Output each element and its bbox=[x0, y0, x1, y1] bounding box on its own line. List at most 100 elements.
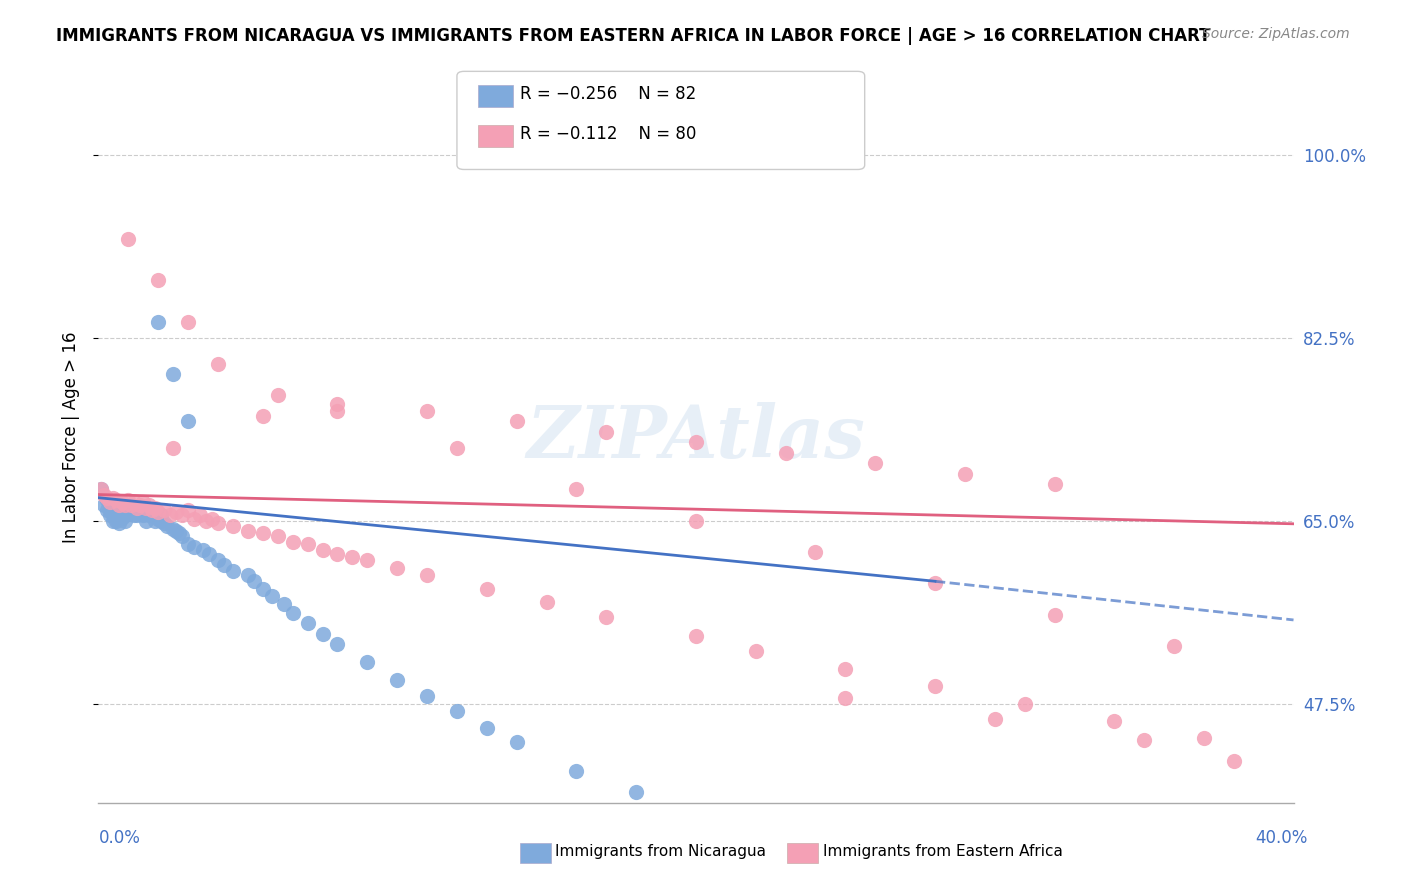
Point bbox=[167, 526, 190, 541]
Point bbox=[685, 629, 707, 643]
Point bbox=[475, 721, 498, 735]
Point bbox=[252, 526, 274, 541]
Point bbox=[148, 511, 170, 525]
Point bbox=[105, 503, 128, 517]
Point bbox=[1223, 754, 1246, 768]
Point bbox=[120, 498, 142, 512]
Point bbox=[834, 691, 856, 706]
Point bbox=[111, 505, 134, 519]
Point bbox=[138, 508, 160, 523]
Point bbox=[148, 315, 170, 329]
Point bbox=[685, 435, 707, 450]
Point bbox=[148, 505, 170, 519]
Point bbox=[183, 540, 205, 554]
Text: ZIPAtlas: ZIPAtlas bbox=[527, 401, 865, 473]
Point bbox=[96, 503, 118, 517]
Point bbox=[132, 495, 155, 509]
Point bbox=[111, 495, 134, 509]
Point bbox=[416, 404, 439, 418]
Point bbox=[177, 536, 200, 550]
Point bbox=[141, 503, 163, 517]
Point bbox=[150, 508, 173, 523]
Point bbox=[124, 495, 146, 509]
Point bbox=[98, 503, 122, 517]
Point bbox=[212, 558, 235, 572]
Point bbox=[267, 529, 290, 543]
Point bbox=[297, 536, 319, 550]
Point bbox=[924, 679, 946, 693]
Point bbox=[153, 516, 176, 530]
Point bbox=[120, 498, 142, 512]
Y-axis label: In Labor Force | Age > 16: In Labor Force | Age > 16 bbox=[62, 331, 80, 543]
Point bbox=[165, 505, 187, 519]
Point bbox=[281, 534, 304, 549]
Point bbox=[311, 543, 333, 558]
Point bbox=[172, 508, 194, 523]
Point bbox=[416, 690, 439, 704]
Point bbox=[924, 576, 946, 591]
Point bbox=[342, 550, 364, 565]
Point bbox=[90, 483, 112, 497]
Point bbox=[595, 609, 617, 624]
Point bbox=[685, 806, 707, 821]
Point bbox=[105, 508, 128, 523]
Point bbox=[252, 409, 274, 424]
Point bbox=[222, 564, 245, 578]
Point bbox=[446, 704, 468, 718]
Point bbox=[117, 492, 139, 507]
Point bbox=[127, 505, 149, 519]
Point bbox=[775, 446, 797, 460]
Point bbox=[177, 414, 200, 428]
Point bbox=[114, 514, 136, 528]
Point bbox=[93, 498, 115, 512]
Point bbox=[297, 616, 319, 631]
Text: Immigrants from Eastern Africa: Immigrants from Eastern Africa bbox=[823, 845, 1063, 859]
Point bbox=[201, 511, 224, 525]
Point bbox=[506, 735, 529, 749]
Point bbox=[536, 595, 558, 609]
Point bbox=[120, 503, 142, 517]
Point bbox=[804, 848, 827, 863]
Point bbox=[894, 869, 917, 883]
Point bbox=[183, 511, 205, 525]
Text: 0.0%: 0.0% bbox=[98, 829, 141, 847]
Point bbox=[150, 514, 173, 528]
Text: Source: ZipAtlas.com: Source: ZipAtlas.com bbox=[1202, 27, 1350, 41]
Point bbox=[114, 498, 136, 512]
Point bbox=[356, 655, 378, 669]
Point bbox=[326, 397, 349, 411]
Text: 40.0%: 40.0% bbox=[1256, 829, 1308, 847]
Point bbox=[865, 456, 887, 470]
Point bbox=[446, 441, 468, 455]
Point bbox=[98, 508, 122, 523]
Point bbox=[105, 514, 128, 528]
Point bbox=[236, 524, 259, 538]
Point bbox=[685, 514, 707, 528]
Point bbox=[1043, 607, 1066, 622]
Point bbox=[148, 273, 170, 287]
Point bbox=[143, 514, 166, 528]
Point bbox=[207, 553, 229, 567]
Point bbox=[804, 545, 827, 559]
Point bbox=[953, 467, 976, 481]
Point bbox=[90, 483, 112, 497]
Text: R = −0.256    N = 82: R = −0.256 N = 82 bbox=[520, 85, 696, 103]
Point bbox=[834, 662, 856, 676]
Point bbox=[98, 495, 122, 509]
Point bbox=[103, 491, 125, 505]
Point bbox=[195, 514, 218, 528]
Point bbox=[103, 508, 125, 523]
Point bbox=[132, 503, 155, 517]
Point bbox=[111, 510, 134, 524]
Point bbox=[105, 492, 128, 507]
Text: IMMIGRANTS FROM NICARAGUA VS IMMIGRANTS FROM EASTERN AFRICA IN LABOR FORCE | AGE: IMMIGRANTS FROM NICARAGUA VS IMMIGRANTS … bbox=[56, 27, 1211, 45]
Point bbox=[156, 519, 179, 533]
Point bbox=[356, 553, 378, 567]
Point bbox=[385, 560, 409, 574]
Point bbox=[198, 547, 221, 561]
Point bbox=[1014, 697, 1036, 711]
Point bbox=[1192, 731, 1215, 745]
Point bbox=[191, 543, 214, 558]
Point bbox=[129, 503, 152, 517]
Point bbox=[506, 414, 529, 428]
